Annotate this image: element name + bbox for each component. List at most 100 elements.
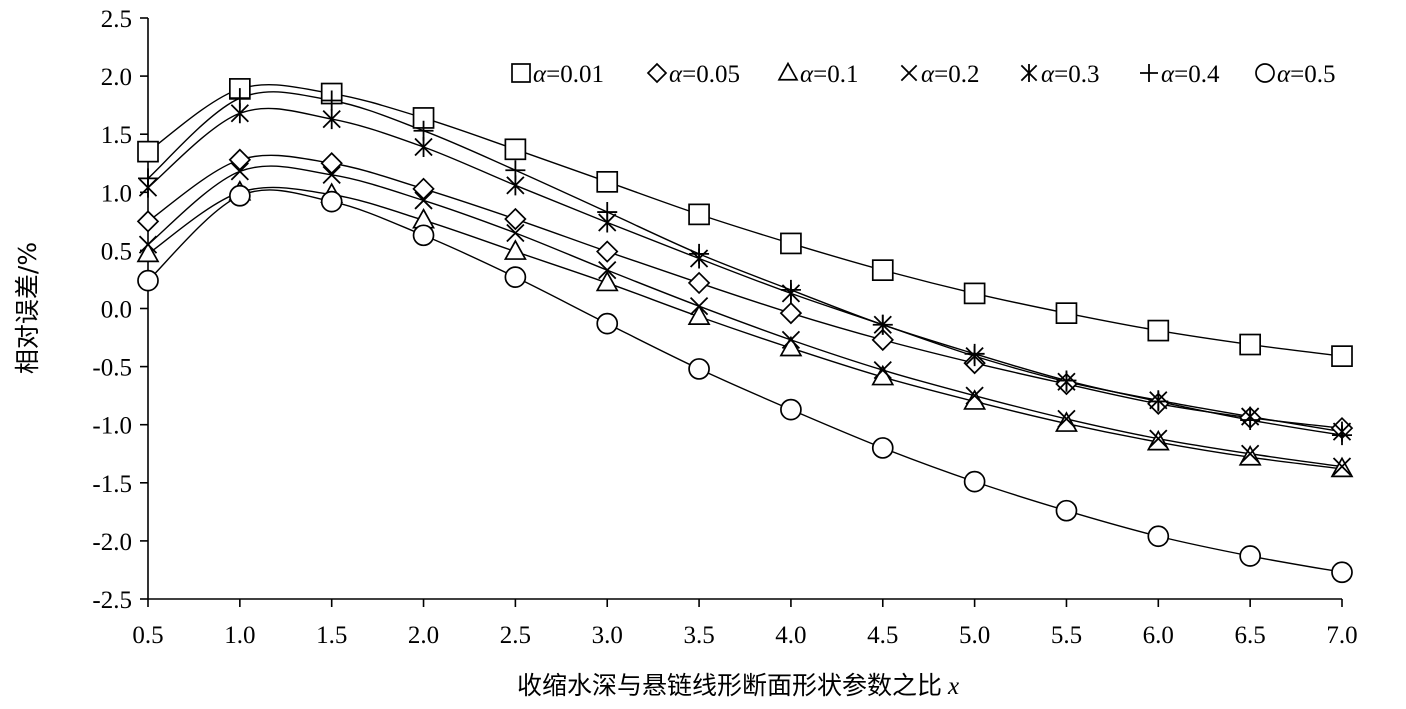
- data-point-diamond: [596, 240, 619, 263]
- y-tick-label: -1.5: [92, 471, 132, 498]
- data-point-triangle: [1146, 429, 1170, 451]
- data-point-circle: [412, 224, 435, 247]
- data-point-diamond: [228, 148, 252, 171]
- y-tick-label: -2.5: [92, 587, 132, 614]
- data-point-plus: [229, 88, 250, 109]
- data-point-triangle: [779, 335, 803, 357]
- y-tick-label: 0.0: [101, 297, 132, 324]
- x-tick-label: 6.0: [1143, 622, 1174, 649]
- data-point-circle: [596, 312, 619, 335]
- legend-marker-x: [900, 64, 918, 82]
- data-point-circle: [320, 190, 343, 213]
- data-point-circle: [1147, 525, 1170, 548]
- data-point-plus: [138, 168, 158, 189]
- series-markers: [136, 78, 1354, 584]
- legend-marker-triangle: [777, 61, 799, 81]
- data-point-x: [414, 191, 433, 210]
- x-axis-title: 收缩水深与悬链线形断面形状参数之比 x: [517, 671, 959, 700]
- data-point-plus: [321, 90, 342, 111]
- data-point-plus: [872, 314, 893, 335]
- data-point-square: [688, 203, 710, 226]
- data-point-diamond: [504, 207, 527, 231]
- data-point-plus: [597, 202, 618, 223]
- x-tick-label: 2.5: [500, 622, 531, 649]
- y-tick-label: 1.5: [101, 122, 132, 149]
- x-tick-label: 4.5: [867, 622, 898, 649]
- x-tick-label: 0.5: [132, 622, 163, 649]
- data-point-triangle: [136, 241, 160, 263]
- data-point-circle: [137, 269, 159, 292]
- series-line-plus: [147, 91, 1343, 436]
- data-point-asterisk: [322, 109, 341, 130]
- data-point-circle: [963, 470, 986, 493]
- data-point-circle: [504, 266, 527, 288]
- x-tick-label: 6.5: [1235, 622, 1266, 649]
- data-point-diamond: [412, 177, 435, 201]
- data-point-x: [506, 223, 525, 243]
- data-point-plus: [964, 343, 985, 364]
- data-point-x: [1332, 457, 1352, 476]
- data-point-diamond: [136, 210, 160, 233]
- y-tick-label: -1.0: [92, 413, 132, 440]
- series-points-triangle: [136, 180, 1354, 478]
- legend-label: α=0.2: [921, 61, 979, 88]
- legend-marker-plus: [1140, 64, 1158, 82]
- x-tick-label: 1.0: [224, 622, 255, 649]
- legend-label: α=0.01: [533, 61, 604, 88]
- data-point-x: [230, 162, 249, 181]
- data-point-diamond: [779, 301, 803, 325]
- data-point-square: [963, 282, 986, 305]
- x-tick-label: 1.5: [316, 622, 347, 649]
- data-point-triangle: [595, 270, 619, 292]
- data-point-circle: [228, 184, 251, 207]
- data-point-diamond: [320, 152, 343, 175]
- series-points-square: [137, 78, 1353, 367]
- data-point-x: [322, 165, 341, 185]
- data-point-diamond: [871, 328, 894, 352]
- y-tick-label: 1.0: [101, 180, 132, 207]
- data-point-circle: [1239, 545, 1262, 567]
- legend-marker-square: [511, 63, 531, 83]
- series-points-plus: [138, 88, 1352, 446]
- legend-label: α=0.05: [669, 61, 740, 88]
- data-point-plus: [505, 160, 526, 181]
- legend-label: α=0.5: [1277, 61, 1335, 88]
- data-point-circle: [780, 398, 802, 421]
- x-tick-label: 3.5: [683, 622, 714, 649]
- data-point-x: [1149, 429, 1168, 448]
- legend-label: α=0.3: [1041, 61, 1099, 88]
- data-point-circle: [1331, 561, 1353, 584]
- series-line-x: [147, 165, 1343, 468]
- data-point-x: [781, 330, 801, 350]
- data-point-x: [1241, 444, 1260, 463]
- data-point-square: [1147, 319, 1170, 342]
- legend-marker-diamond: [646, 62, 668, 84]
- y-tick-label: 2.5: [101, 6, 132, 33]
- legend-marker-asterisk: [1020, 64, 1038, 82]
- data-point-plus: [689, 243, 710, 264]
- data-point-square: [1055, 302, 1078, 324]
- x-tick-label: 5.0: [959, 622, 990, 649]
- data-point-plus: [1056, 370, 1077, 391]
- legend-label: α=0.1: [800, 61, 858, 88]
- x-axis-title-text: 收缩水深与悬链线形断面形状参数之比: [517, 671, 942, 700]
- axis-titles: 相对误差/% 收缩水深与悬链线形断面形状参数之比 x: [13, 242, 959, 700]
- x-tick-label: 3.0: [592, 622, 623, 649]
- data-point-x: [873, 360, 892, 380]
- x-tick-label: 4.0: [775, 622, 806, 649]
- series-points-x: [138, 162, 1352, 476]
- data-point-square: [504, 138, 527, 161]
- x-tick-label: 2.0: [408, 622, 439, 649]
- y-tick-label: 0.5: [101, 238, 132, 265]
- x-tick-label: 5.5: [1051, 622, 1082, 649]
- y-tick-label: -2.0: [92, 529, 132, 556]
- x-axis-variable: x: [947, 673, 959, 700]
- data-point-triangle: [1238, 444, 1262, 466]
- data-point-diamond: [687, 271, 711, 295]
- series-points-circle: [137, 184, 1353, 584]
- data-point-x: [689, 297, 709, 316]
- legend-marker-circle: [1255, 63, 1275, 83]
- data-point-x: [1057, 409, 1076, 429]
- axes: 2.52.01.51.00.50.0-0.5-1.0-1.5-2.0-2.50.…: [92, 6, 1357, 649]
